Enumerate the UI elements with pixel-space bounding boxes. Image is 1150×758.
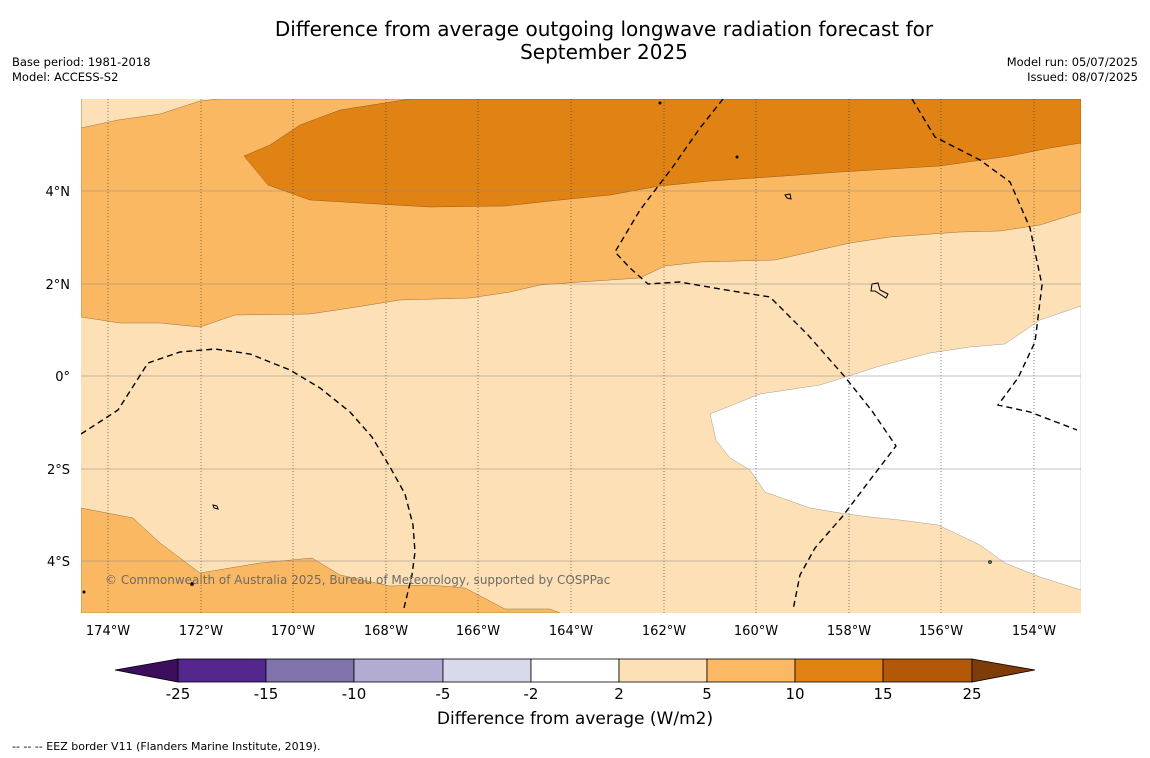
island-4 [190, 582, 194, 586]
lon-tick-label: 168°W [364, 624, 408, 639]
island-3 [212, 504, 219, 510]
island-2 [870, 282, 889, 299]
colorbar-tick-label: 5 [702, 685, 712, 703]
anomaly-band-neutral [709, 305, 1081, 591]
colorbar-tick-label: -15 [254, 685, 279, 703]
lat-tick-label: 2°S [47, 463, 70, 478]
anomaly-field [81, 99, 1081, 613]
colorbar-bin [530, 658, 620, 683]
lon-tick-label: 158°W [827, 624, 871, 639]
lat-tick-label: 4°N [46, 185, 71, 200]
colorbar-bin [177, 658, 267, 683]
eez-borders [81, 99, 1078, 611]
lon-tick-label: 172°W [179, 624, 223, 639]
eez-border-central [614, 99, 897, 611]
lat-tick-label: 0° [55, 370, 70, 385]
colorbar-bin [794, 658, 884, 683]
colorbar-extend-low [114, 658, 179, 683]
colorbar-tick-label: -25 [166, 685, 191, 703]
lon-tick-label: 170°W [271, 624, 315, 639]
colorbar-extend-high [971, 658, 1036, 683]
graticule-lat [81, 190, 1081, 562]
island-1 [784, 193, 792, 200]
colorbar-bin [442, 658, 532, 683]
meta-left: Base period: 1981-2018 Model: ACCESS-S2 [12, 55, 151, 85]
island-6 [82, 590, 86, 594]
islands [82, 101, 992, 594]
model-text: Model: ACCESS-S2 [12, 70, 119, 84]
lat-tick-labels: 4°N 2°N 0° 2°S 4°S [46, 185, 71, 570]
colorbar-bin [353, 658, 444, 683]
colorbar-bin [618, 658, 708, 683]
colorbar-tick-label: -2 [524, 685, 539, 703]
colorbar-bin [706, 658, 796, 683]
lat-tick-label: 4°S [47, 555, 70, 570]
anomaly-band-5-10-south [81, 507, 561, 613]
copyright-text: © Commonwealth of Australia 2025, Bureau… [105, 573, 610, 587]
island-5 [988, 560, 992, 564]
colorbar-tick-label: 25 [962, 685, 981, 703]
colorbar-bin [265, 658, 355, 683]
island-7 [735, 155, 739, 159]
eez-footnote: -- -- -- EEZ border V11 (Flanders Marine… [12, 740, 321, 753]
lon-tick-label: 162°W [642, 624, 686, 639]
map-title-line1: Difference from average outgoing longwav… [274, 17, 934, 41]
lon-tick-label: 160°W [734, 624, 778, 639]
lat-tick-label: 2°N [46, 278, 71, 293]
colorbar-tick-label: 15 [873, 685, 892, 703]
lon-tick-label: 164°W [549, 624, 593, 639]
eez-border-east [911, 99, 1078, 431]
lon-tick-label: 166°W [456, 624, 500, 639]
lon-tick-label: 154°W [1012, 624, 1056, 639]
lon-tick-labels: 174°W 172°W 170°W 168°W 166°W 164°W 162°… [86, 624, 1056, 639]
eez-border-west [81, 348, 416, 609]
anomaly-band-10-15-north [243, 99, 1081, 208]
model-run-text: Model run: 05/07/2025 [1006, 55, 1138, 69]
lon-tick-label: 174°W [86, 624, 130, 639]
colorbar-tick-label: -5 [436, 685, 451, 703]
colorbar-tick-label: 2 [614, 685, 624, 703]
colorbar-label: Difference from average (W/m2) [436, 709, 714, 729]
map-title-line2: September 2025 [520, 40, 688, 64]
lon-tick-label: 156°W [919, 624, 963, 639]
colorbar [114, 658, 1036, 683]
map-title: Difference from average outgoing longwav… [200, 18, 1008, 64]
colorbar-tick-labels: -25 -15 -10 -5 -2 2 5 10 15 25 [166, 685, 982, 703]
colorbar-tick-label: 10 [785, 685, 804, 703]
base-period-text: Base period: 1981-2018 [12, 55, 151, 69]
issued-text: Issued: 08/07/2025 [1027, 70, 1138, 84]
colorbar-tick-label: -10 [342, 685, 367, 703]
island-8 [658, 101, 662, 105]
colorbar-bin [882, 658, 973, 683]
meta-right: Model run: 05/07/2025 Issued: 08/07/2025 [1007, 55, 1138, 85]
